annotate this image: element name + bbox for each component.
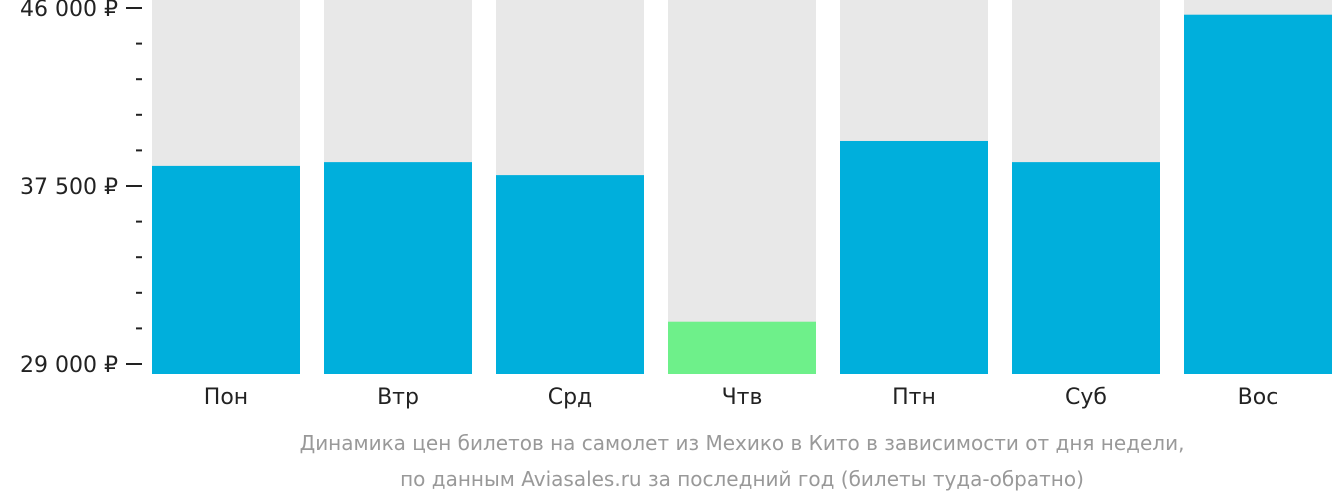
x-category-label: Вос <box>1238 385 1279 410</box>
bar <box>1012 162 1160 374</box>
bar <box>1184 14 1332 375</box>
y-tick-label: 29 000 ₽ <box>20 353 118 378</box>
y-tick-label: 46 000 ₽ <box>20 0 118 22</box>
chart-caption-line-1: Динамика цен билетов на самолет из Мехик… <box>299 431 1185 455</box>
x-category-label: Срд <box>548 385 593 410</box>
y-tick-label: 37 500 ₽ <box>20 175 118 200</box>
x-category-label: Втр <box>377 385 419 410</box>
bar <box>496 175 644 374</box>
x-category-label: Суб <box>1065 385 1107 410</box>
bar <box>668 321 816 374</box>
bar-background <box>668 0 816 374</box>
bar <box>152 165 300 374</box>
chart-caption-line-2: по данным Aviasales.ru за последний год … <box>400 467 1084 491</box>
bar <box>840 140 988 374</box>
x-category-label: Чтв <box>722 385 763 410</box>
bar <box>324 162 472 374</box>
x-category-label: Птн <box>892 385 936 410</box>
bar-chart: 29 000 ₽ 37 500 ₽ 46 000 ₽ Пон Втр Срд Чтв Птн С… <box>20 0 1332 410</box>
x-category-label: Пон <box>204 385 248 410</box>
